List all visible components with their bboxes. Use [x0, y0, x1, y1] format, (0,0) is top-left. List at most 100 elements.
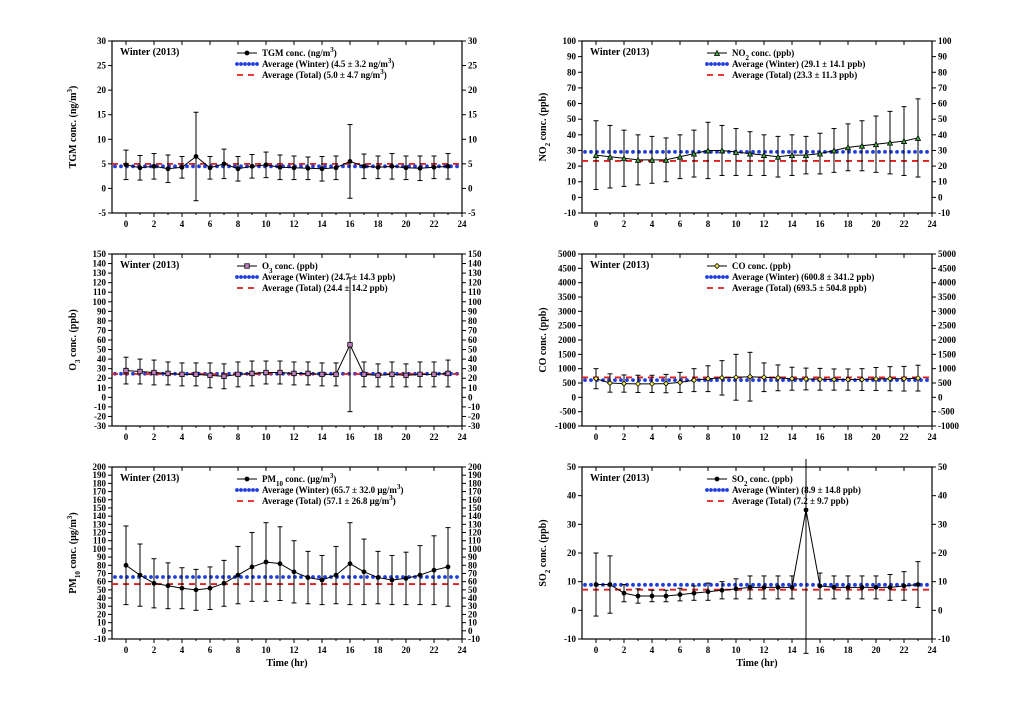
- y-ticklabel-right: 140: [468, 258, 482, 268]
- panel-pm10: 024681012141618202224-10-100010102020303…: [62, 459, 492, 669]
- legend-winter: Average (Winter) (65.7 ± 32.0 μg/m3): [262, 483, 403, 495]
- y-ticklabel: 70: [567, 82, 577, 92]
- x-ticklabel: 10: [262, 219, 272, 229]
- y-ticklabel: 0: [572, 392, 577, 402]
- x-ticklabel: 2: [152, 219, 157, 229]
- y-ticklabel-right: 3500: [938, 292, 957, 302]
- x-ticklabel: 14: [318, 432, 328, 442]
- y-ticklabel-right: 4500: [938, 263, 957, 273]
- x-ticklabel: 12: [290, 645, 300, 655]
- x-ticklabel: 2: [152, 432, 157, 442]
- y-ticklabel-right: 30: [468, 363, 478, 373]
- y-ticklabel: 50: [97, 344, 107, 354]
- x-ticklabel: 18: [374, 219, 384, 229]
- y-ticklabel: 2000: [558, 335, 577, 345]
- x-ticklabel: 18: [844, 432, 854, 442]
- y-ticklabel: 70: [97, 325, 107, 335]
- x-ticklabel: 6: [678, 219, 683, 229]
- x-ticklabel: 4: [650, 219, 655, 229]
- errorbars: [124, 278, 451, 412]
- y-ticklabel-right: 500: [938, 378, 952, 388]
- legend-total: Average (Total) (7.2 ± 9.7 ppb): [732, 496, 849, 506]
- x-ticklabel: 8: [706, 219, 711, 229]
- y-ticklabel-right: 50: [468, 344, 478, 354]
- y-ticklabel: 40: [567, 491, 577, 501]
- y-ticklabel: 30: [97, 363, 107, 373]
- x-ticklabel: 16: [816, 219, 826, 229]
- x-ticklabel: 8: [236, 219, 241, 229]
- y-ticklabel-right: 200: [468, 462, 482, 472]
- y-ticklabel-right: 5000: [938, 249, 957, 259]
- panel-title: Winter (2013): [120, 47, 179, 58]
- y-ticklabel-right: 4000: [938, 277, 957, 287]
- x-ticklabel: 22: [430, 432, 440, 442]
- legend-winter: Average (Winter) (600.8 ± 341.2 ppb): [732, 272, 874, 282]
- y-ticklabel-right: 90: [938, 51, 948, 61]
- series-line: [596, 137, 918, 159]
- y-ticklabel-right: 3000: [938, 306, 957, 316]
- y-ticklabel: 10: [567, 176, 577, 186]
- errorbars: [594, 98, 921, 189]
- y-ticklabel-right: 30: [938, 145, 948, 155]
- y-ticklabel-right: -500: [938, 406, 955, 416]
- legend-winter: Average (Winter) (8.9 ± 14.8 ppb): [732, 485, 861, 495]
- x-ticklabel: 18: [374, 645, 384, 655]
- x-ticklabel: 8: [706, 432, 711, 442]
- y-ticklabel: 0: [102, 183, 107, 193]
- y-ticklabel-right: 20: [938, 548, 948, 558]
- y-axis-label: PM10 conc. (μg/m3): [66, 512, 82, 593]
- x-ticklabel: 20: [872, 645, 882, 655]
- y-ticklabel-right: -10: [468, 402, 480, 412]
- y-ticklabel: 2500: [558, 320, 577, 330]
- x-ticklabel: 16: [346, 432, 356, 442]
- y-ticklabel: 60: [567, 98, 577, 108]
- y-ticklabel-right: 130: [468, 268, 482, 278]
- x-ticklabel: 24: [928, 645, 938, 655]
- x-ticklabel: 24: [458, 432, 468, 442]
- y-ticklabel-right: 50: [938, 114, 948, 124]
- y-ticklabel-right: 0: [938, 192, 943, 202]
- x-ticklabel: 12: [290, 432, 300, 442]
- x-ticklabel: 22: [900, 219, 910, 229]
- series-markers: [594, 135, 921, 162]
- errorbars: [124, 523, 451, 611]
- y-ticklabel-right: 80: [468, 316, 478, 326]
- y-ticklabel: 20: [97, 373, 107, 383]
- x-ticklabel: 0: [594, 432, 599, 442]
- legend: TGM conc. (ng/m3)Average (Winter) (4.5 ±…: [236, 46, 395, 80]
- y-ticklabel-right: 0: [468, 183, 473, 193]
- panel-so2: 024681012141618202224-10-100010102020303…: [532, 459, 962, 669]
- x-ticklabel: 2: [622, 645, 627, 655]
- y-ticklabel-right: 150: [468, 249, 482, 259]
- winter-avg-line: [584, 150, 929, 153]
- errorbars: [124, 112, 451, 200]
- x-ticklabel: 0: [124, 219, 129, 229]
- y-ticklabel: 140: [93, 258, 107, 268]
- x-ticklabel: 10: [732, 645, 742, 655]
- x-ticklabel: 8: [706, 645, 711, 655]
- y-ticklabel-right: -20: [468, 411, 480, 421]
- y-ticklabel: -1000: [555, 421, 576, 431]
- x-ticklabel: 16: [346, 219, 356, 229]
- y-ticklabel-right: -5: [468, 208, 476, 218]
- panel-tgm: 024681012141618202224-5-5005510101515202…: [62, 33, 492, 243]
- y-ticklabel-right: -30: [468, 421, 480, 431]
- x-axis-label: Time (hr): [266, 658, 307, 669]
- panel-title: Winter (2013): [590, 473, 649, 484]
- y-ticklabel: 50: [567, 114, 577, 124]
- y-ticklabel-right: 0: [468, 392, 473, 402]
- y-ticklabel: 5000: [558, 249, 577, 259]
- panel-title: Winter (2013): [590, 260, 649, 271]
- y-ticklabel-right: -10: [938, 634, 950, 644]
- x-ticklabel: 2: [622, 219, 627, 229]
- y-ticklabel: 100: [563, 36, 577, 46]
- y-ticklabel: 130: [93, 268, 107, 278]
- y-ticklabel-right: 80: [938, 67, 948, 77]
- x-ticklabel: 8: [236, 432, 241, 442]
- y-ticklabel: 20: [97, 85, 107, 95]
- x-axis-label: Time (hr): [736, 658, 777, 669]
- y-ticklabel: 4500: [558, 263, 577, 273]
- x-ticklabel: 22: [900, 432, 910, 442]
- legend-total: Average (Total) (5.0 ± 4.7 ng/m3): [262, 68, 387, 80]
- y-ticklabel: -5: [99, 208, 107, 218]
